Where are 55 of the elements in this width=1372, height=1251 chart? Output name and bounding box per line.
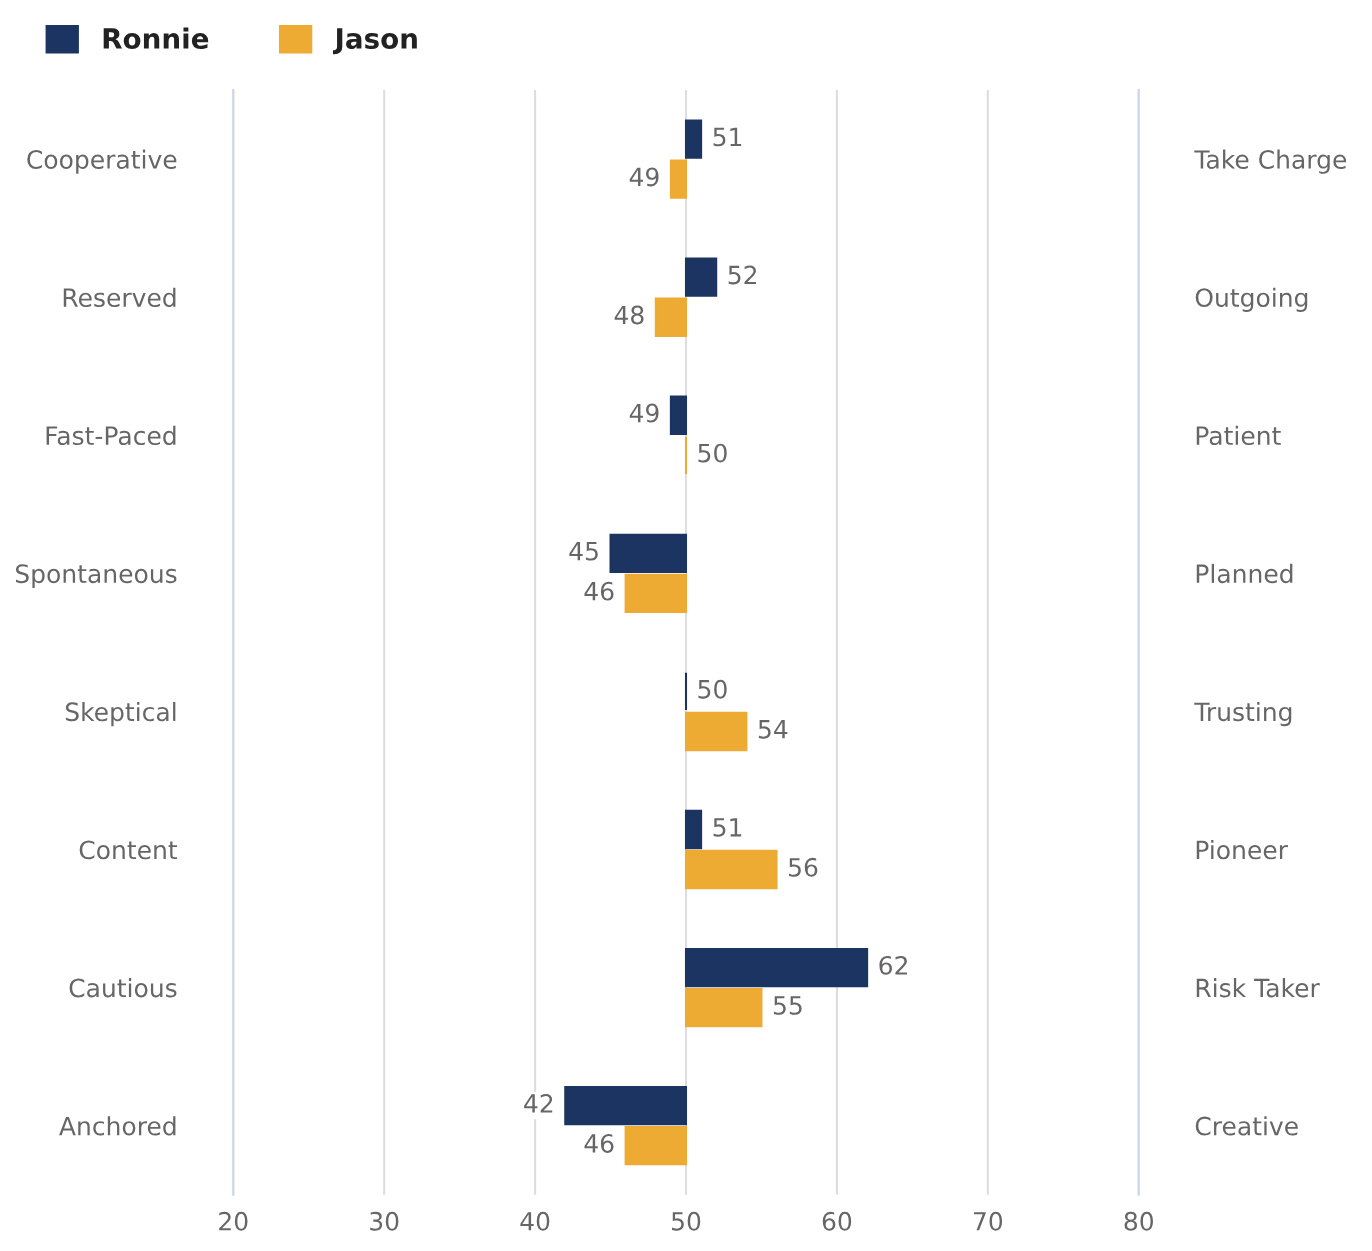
data-label: 56: [789, 857, 818, 877]
y-tick-label: Spontaneous: [15, 564, 177, 589]
y-tick-label: Fast-Paced: [46, 425, 176, 446]
bar: [624, 573, 688, 614]
y2-tick-label: Outgoing: [1195, 287, 1308, 312]
y2-tick-label: Take Charge: [1194, 149, 1347, 174]
legend-label: Ronnie: [103, 27, 209, 50]
x-tick-label: 40: [520, 1211, 550, 1231]
bar: [669, 395, 688, 435]
bar: [684, 987, 763, 1028]
x-tick-label: 80: [1124, 1211, 1154, 1231]
bar: [669, 159, 688, 199]
data-label: 48: [614, 305, 644, 325]
data-label: 49: [629, 403, 659, 423]
bar: [684, 947, 869, 988]
data-label: 54: [758, 720, 788, 739]
bar: [684, 849, 778, 890]
bar: [564, 1085, 688, 1126]
x-tick-label: 30: [370, 1211, 399, 1231]
y-tick-label: Anchored: [59, 1116, 176, 1136]
bar: [684, 119, 703, 159]
bar: [654, 297, 688, 337]
bar: [624, 1126, 688, 1166]
y2-tick-label: Creative: [1195, 1116, 1298, 1136]
bar: [684, 809, 703, 850]
y-tick-label: Cautious: [69, 978, 177, 998]
data-label: 62: [879, 955, 907, 975]
y-tick-label: Skeptical: [65, 701, 176, 727]
y-tick-label: Reserved: [63, 287, 176, 308]
x-tick-label: 70: [973, 1211, 1003, 1231]
y2-tick-label: Trusting: [1194, 701, 1292, 727]
data-label: 50: [698, 443, 727, 463]
bar: [684, 711, 748, 752]
y2-tick-label: Patient: [1196, 425, 1281, 446]
y-tick-label: Cooperative: [27, 149, 177, 174]
data-label: 50: [698, 679, 727, 699]
bar: [609, 533, 688, 574]
data-label: 46: [584, 1134, 614, 1153]
x-tick-label: 20: [219, 1211, 248, 1231]
x-tick-label: 60: [822, 1211, 852, 1231]
data-label: 49: [629, 167, 659, 187]
data-label: 52: [728, 265, 757, 285]
data-label: 46: [584, 581, 614, 601]
data-label: 42: [524, 1093, 553, 1113]
y2-tick-label: Pioneer: [1196, 840, 1288, 860]
data-label: 51: [713, 127, 742, 147]
legend-label: Jason: [332, 28, 417, 55]
x-tick-label: 50: [672, 1211, 701, 1231]
y-tick-label: Content: [79, 840, 178, 860]
bar: [684, 257, 718, 297]
data-label: 51: [713, 818, 742, 837]
data-label: 55: [773, 996, 802, 1015]
y2-tick-label: Planned: [1196, 563, 1293, 584]
data-label: 45: [569, 542, 598, 561]
y2-tick-label: Risk Taker: [1196, 978, 1320, 998]
